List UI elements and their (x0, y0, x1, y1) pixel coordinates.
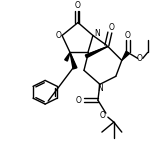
Text: O: O (137, 54, 143, 63)
Text: N: N (94, 29, 100, 38)
Text: O: O (109, 23, 115, 32)
Text: O: O (55, 31, 61, 40)
Text: O: O (125, 31, 131, 40)
Polygon shape (122, 51, 129, 60)
Polygon shape (85, 47, 108, 58)
Text: N: N (97, 84, 103, 93)
Text: O: O (100, 111, 106, 120)
Text: O: O (76, 96, 82, 105)
Polygon shape (70, 52, 77, 69)
Text: O: O (75, 1, 81, 10)
Polygon shape (65, 52, 70, 61)
